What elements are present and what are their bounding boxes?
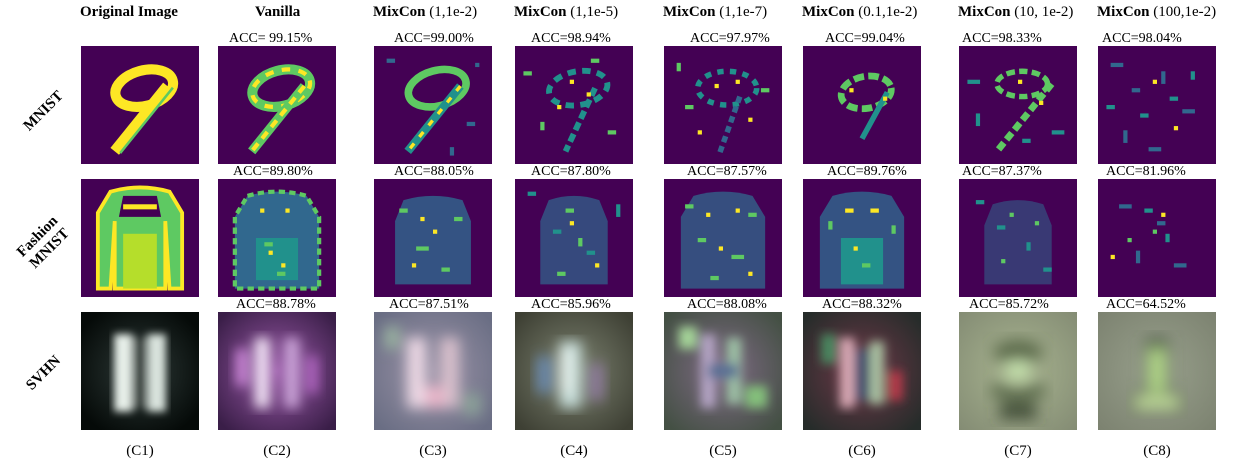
acc-svhn-c7: ACC=85.72% [969, 297, 1049, 312]
acc-mnist-c8: ACC=98.04% [1102, 31, 1182, 46]
column-label-c4: (C4) [560, 443, 588, 459]
row-label-mnist-text: MNIST [20, 88, 67, 135]
header-c5-params: (1,1e-7) [715, 4, 768, 20]
header-c7-params: (10, 1e-2) [1010, 4, 1074, 20]
acc-fashion-c2: ACC=89.80% [233, 164, 313, 179]
fashion-mixcon-100-1e-2-image [1098, 179, 1216, 297]
svhn-mixcon-0.1-1e-2-image [803, 312, 921, 430]
acc-svhn-c6: ACC=88.32% [822, 297, 902, 312]
fashion-mixcon-1-1e-2-image [374, 179, 492, 297]
header-c5: MixCon (1,1e-7) [663, 4, 767, 21]
header-c3-params: (1,1e-2) [425, 4, 478, 20]
header-c6-params: (0.1,1e-2) [854, 4, 918, 20]
header-c7: MixCon (10, 1e-2) [958, 4, 1073, 21]
acc-fashion-c3: ACC=88.05% [394, 164, 474, 179]
header-c3: MixCon (1,1e-2) [373, 4, 477, 21]
row-label-svhn: SVHN [17, 346, 71, 400]
header-c8: MixCon (100,1e-2) [1097, 4, 1216, 21]
fashion-vanilla-image [218, 179, 336, 297]
acc-fashion-c8: ACC=81.96% [1106, 164, 1186, 179]
acc-svhn-c5: ACC=88.08% [687, 297, 767, 312]
header-c1-title: Original Image [80, 4, 178, 20]
svhn-mixcon-1-1e-5-image [515, 312, 633, 430]
mnist-mixcon-1-1e-5-image [515, 46, 633, 164]
mnist-mixcon-0.1-1e-2-image [803, 46, 921, 164]
acc-fashion-c6: ACC=89.76% [827, 164, 907, 179]
mnist-mixcon-1-1e-2-image [374, 46, 492, 164]
column-label-c3: (C3) [419, 443, 447, 459]
mnist-mixcon-100-1e-2-image [1098, 46, 1216, 164]
acc-mnist-c2: ACC= 99.15% [229, 31, 313, 46]
fashion-mixcon-0.1-1e-2-image [803, 179, 921, 297]
acc-mnist-c7: ACC=98.33% [962, 31, 1042, 46]
svhn-mixcon-1-1e-2-image [374, 312, 492, 430]
header-c2-title: Vanilla [255, 4, 301, 20]
acc-mnist-c3: ACC=99.00% [394, 31, 474, 46]
header-c4: MixCon (1,1e-5) [514, 4, 618, 21]
svhn-mixcon-10-1e-2-image [959, 312, 1077, 430]
acc-fashion-c7: ACC=87.37% [962, 164, 1042, 179]
header-c4-title: MixCon [514, 4, 567, 20]
row-label-fashion-mnist: Fashion MNIST [9, 208, 78, 277]
header-c3-title: MixCon [373, 4, 426, 20]
header-c8-title: MixCon [1097, 4, 1150, 20]
row-label-svhn-text: SVHN [23, 352, 65, 394]
column-label-c6: (C6) [848, 443, 876, 459]
mnist-original-image [81, 46, 199, 164]
fashion-mixcon-1-1e-5-image [515, 179, 633, 297]
acc-mnist-c6: ACC=99.04% [825, 31, 905, 46]
header-c6: MixCon (0.1,1e-2) [802, 4, 917, 21]
header-c5-title: MixCon [663, 4, 716, 20]
fashion-mixcon-10-1e-2-image [959, 179, 1077, 297]
acc-mnist-c5: ACC=97.97% [690, 31, 770, 46]
svhn-vanilla-image [218, 312, 336, 430]
acc-fashion-c4: ACC=87.80% [531, 164, 611, 179]
svhn-mixcon-1-1e-7-image [664, 312, 782, 430]
mnist-vanilla-image [218, 46, 336, 164]
acc-svhn-c8: ACC=64.52% [1106, 297, 1186, 312]
column-label-c5: (C5) [709, 443, 737, 459]
mnist-mixcon-10-1e-2-image [959, 46, 1077, 164]
fashion-original-image [81, 179, 199, 297]
header-c2: Vanilla [255, 4, 300, 21]
header-c6-title: MixCon [802, 4, 855, 20]
column-label-c7: (C7) [1004, 443, 1032, 459]
header-c7-title: MixCon [958, 4, 1011, 20]
mnist-mixcon-1-1e-7-image [664, 46, 782, 164]
column-label-c2: (C2) [263, 443, 291, 459]
column-label-c8: (C8) [1143, 443, 1171, 459]
header-c1: Original Image [80, 4, 178, 21]
svhn-mixcon-100-1e-2-image [1098, 312, 1216, 430]
fashion-mixcon-1-1e-7-image [664, 179, 782, 297]
header-c4-params: (1,1e-5) [566, 4, 619, 20]
row-label-mnist: MNIST [17, 84, 71, 138]
acc-svhn-c2: ACC=88.78% [236, 297, 316, 312]
acc-svhn-c4: ACC=85.96% [531, 297, 611, 312]
column-label-c1: (C1) [126, 443, 154, 459]
acc-fashion-c5: ACC=87.57% [687, 164, 767, 179]
svhn-original-image [81, 312, 199, 430]
header-c8-params: (100,1e-2) [1149, 4, 1217, 20]
acc-mnist-c4: ACC=98.94% [531, 31, 611, 46]
acc-svhn-c3: ACC=87.51% [389, 297, 469, 312]
